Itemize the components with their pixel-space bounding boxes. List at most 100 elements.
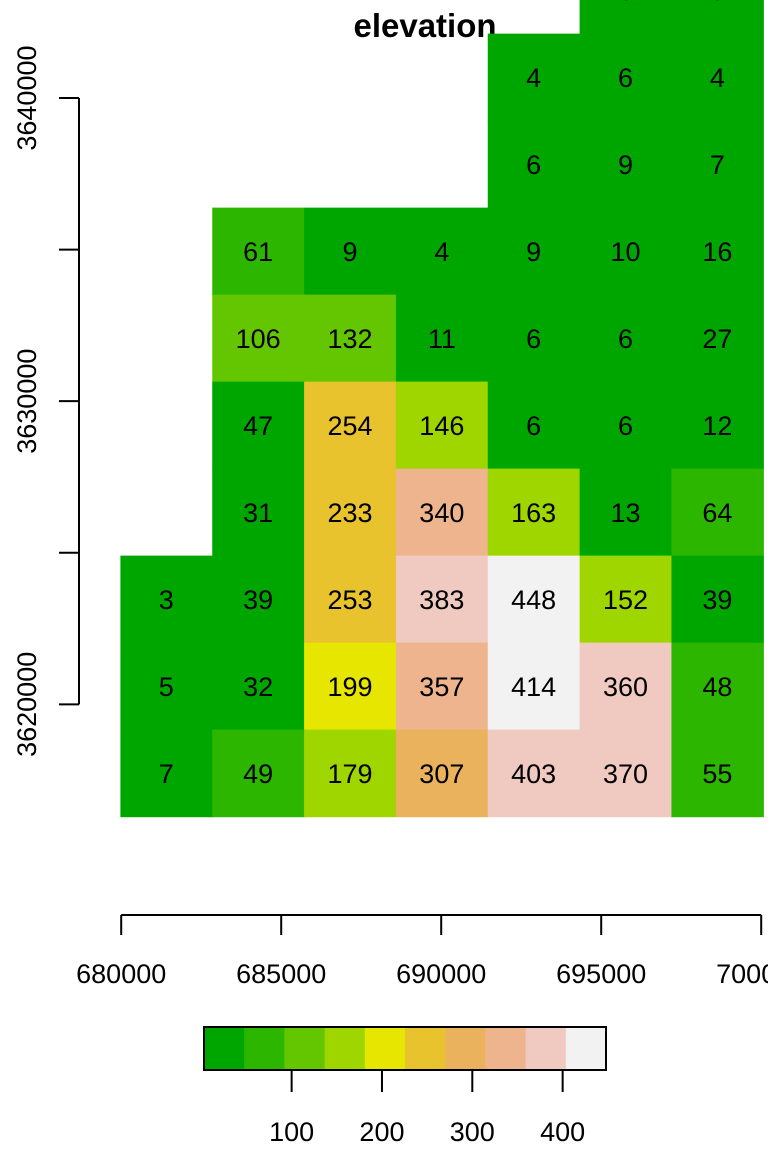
cell-value-label: 6 xyxy=(526,150,541,180)
cell-value-label: 233 xyxy=(327,498,372,528)
x-axis: 680000 685000 690000 695000 700000 xyxy=(76,914,768,989)
raster-cell xyxy=(395,729,489,818)
legend-swatch xyxy=(405,1027,446,1070)
raster-cell xyxy=(579,642,673,731)
cell-value-label: 9 xyxy=(526,237,541,267)
x-tick-label: 695000 xyxy=(556,959,646,989)
raster-cell xyxy=(395,381,489,470)
cell-value-label: 3 xyxy=(618,0,633,6)
cell-value-label: 357 xyxy=(419,672,464,702)
legend-tick-label: 300 xyxy=(450,1117,495,1147)
cell-value-label: 179 xyxy=(327,759,372,789)
raster-cell xyxy=(671,33,764,122)
cell-value-label: 48 xyxy=(702,672,732,702)
cell-value-labels: 3346469761949101610613211662747254146661… xyxy=(159,0,733,789)
raster-cell xyxy=(395,555,489,644)
raster-cell xyxy=(487,381,581,470)
raster-cell xyxy=(579,0,673,35)
cell-value-label: 383 xyxy=(419,585,464,615)
cell-value-label: 27 xyxy=(702,324,732,354)
cell-value-label: 10 xyxy=(610,237,640,267)
legend-tick-label: 400 xyxy=(540,1117,585,1147)
legend-swatch xyxy=(324,1027,366,1070)
cell-value-label: 4 xyxy=(434,237,449,267)
raster-cell xyxy=(304,468,397,557)
raster-cell xyxy=(304,555,397,644)
cell-value-label: 253 xyxy=(327,585,372,615)
raster-cell xyxy=(671,294,764,383)
cell-value-label: 199 xyxy=(327,672,372,702)
cell-value-label: 13 xyxy=(610,498,640,528)
raster-cell xyxy=(487,33,581,122)
raster-cell xyxy=(120,729,213,818)
cell-value-label: 370 xyxy=(603,759,648,789)
legend-swatch xyxy=(244,1027,285,1070)
cell-value-label: 39 xyxy=(702,585,732,615)
raster-cell xyxy=(304,207,397,296)
cell-value-label: 6 xyxy=(618,411,633,441)
raster-cell xyxy=(304,294,397,383)
raster-cells xyxy=(120,0,764,818)
raster-cell xyxy=(487,729,581,818)
cell-value-label: 31 xyxy=(243,498,273,528)
raster-cell xyxy=(395,642,489,731)
cell-value-label: 4 xyxy=(710,63,725,93)
legend-swatch xyxy=(565,1027,607,1070)
raster-cell xyxy=(671,0,764,35)
raster-cell xyxy=(671,468,764,557)
cell-value-label: 6 xyxy=(618,324,633,354)
x-tick-label: 690000 xyxy=(396,959,486,989)
raster-cell xyxy=(579,381,673,470)
raster-cell xyxy=(579,555,673,644)
x-tick-label: 685000 xyxy=(236,959,326,989)
y-tick-label: 3630000 xyxy=(12,349,42,454)
cell-value-label: 3 xyxy=(710,0,725,6)
raster-cell xyxy=(487,120,581,209)
raster-cell xyxy=(120,555,213,644)
legend-tick-label: 100 xyxy=(269,1117,314,1147)
cell-value-label: 163 xyxy=(511,498,556,528)
cell-value-label: 146 xyxy=(419,411,464,441)
raster-cell xyxy=(395,207,489,296)
cell-value-label: 61 xyxy=(243,237,273,267)
raster-cell xyxy=(671,207,764,296)
raster-cell xyxy=(487,294,581,383)
cell-value-label: 132 xyxy=(327,324,372,354)
cell-value-label: 6 xyxy=(526,324,541,354)
cell-value-label: 11 xyxy=(428,324,456,354)
raster-cell xyxy=(395,294,489,383)
raster-cell xyxy=(671,381,764,470)
color-legend: 100 200 300 400 xyxy=(203,1026,607,1147)
cell-value-label: 448 xyxy=(511,585,556,615)
legend-swatch xyxy=(525,1027,567,1070)
raster-cell xyxy=(671,729,764,818)
raster-cell xyxy=(395,468,489,557)
raster-cell xyxy=(120,642,213,731)
raster-cell xyxy=(212,555,305,644)
legend-swatch xyxy=(485,1027,527,1070)
cell-value-label: 16 xyxy=(702,237,732,267)
raster-cell xyxy=(579,468,673,557)
x-tick-label: 680000 xyxy=(76,959,166,989)
cell-value-label: 340 xyxy=(419,498,464,528)
cell-value-label: 9 xyxy=(618,150,633,180)
raster-cell xyxy=(671,555,764,644)
cell-value-label: 307 xyxy=(419,759,464,789)
legend-frame xyxy=(203,1026,607,1071)
cell-value-label: 39 xyxy=(243,585,273,615)
cell-value-label: 403 xyxy=(511,759,556,789)
raster-cell xyxy=(304,642,397,731)
x-tick-label: 700000 xyxy=(716,959,768,989)
y-axis: 3620000 3630000 3640000 xyxy=(12,45,80,757)
y-tick-label: 3640000 xyxy=(12,45,42,150)
cell-value-label: 49 xyxy=(243,759,273,789)
legend-swatch xyxy=(204,1027,245,1070)
cell-value-label: 152 xyxy=(603,585,648,615)
raster-cell xyxy=(212,294,305,383)
raster-cell xyxy=(579,207,673,296)
cell-value-label: 360 xyxy=(603,672,648,702)
raster-cell xyxy=(304,729,397,818)
chart-title: elevation xyxy=(353,7,496,44)
y-tick-label: 3620000 xyxy=(12,652,42,757)
